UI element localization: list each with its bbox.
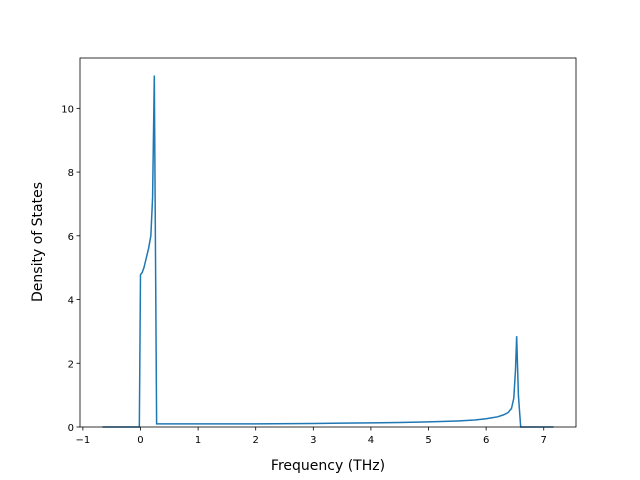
x-tick-label: 7 [541, 435, 547, 446]
data-line [102, 75, 554, 428]
x-tick-label: 0 [137, 435, 143, 446]
y-tick-label: 10 [61, 104, 74, 115]
x-tick-label: 2 [253, 435, 259, 446]
x-tick-label: 4 [368, 435, 374, 446]
y-axis-label: Density of States [30, 182, 46, 302]
y-tick-label: 6 [68, 232, 74, 243]
x-tick-label: 3 [310, 435, 316, 446]
x-axis-label: Frequency (THz) [271, 458, 385, 474]
y-tick-label: 8 [68, 168, 74, 179]
x-tick-label: 1 [195, 435, 201, 446]
plot-frame [79, 57, 577, 428]
y-tick-label: 4 [68, 296, 74, 307]
x-tick-label: 5 [425, 435, 431, 446]
y-tick-label: 0 [68, 423, 74, 434]
x-tick-label: 6 [483, 435, 489, 446]
y-tick-label: 2 [68, 359, 74, 370]
x-tick-label: −1 [76, 435, 91, 446]
